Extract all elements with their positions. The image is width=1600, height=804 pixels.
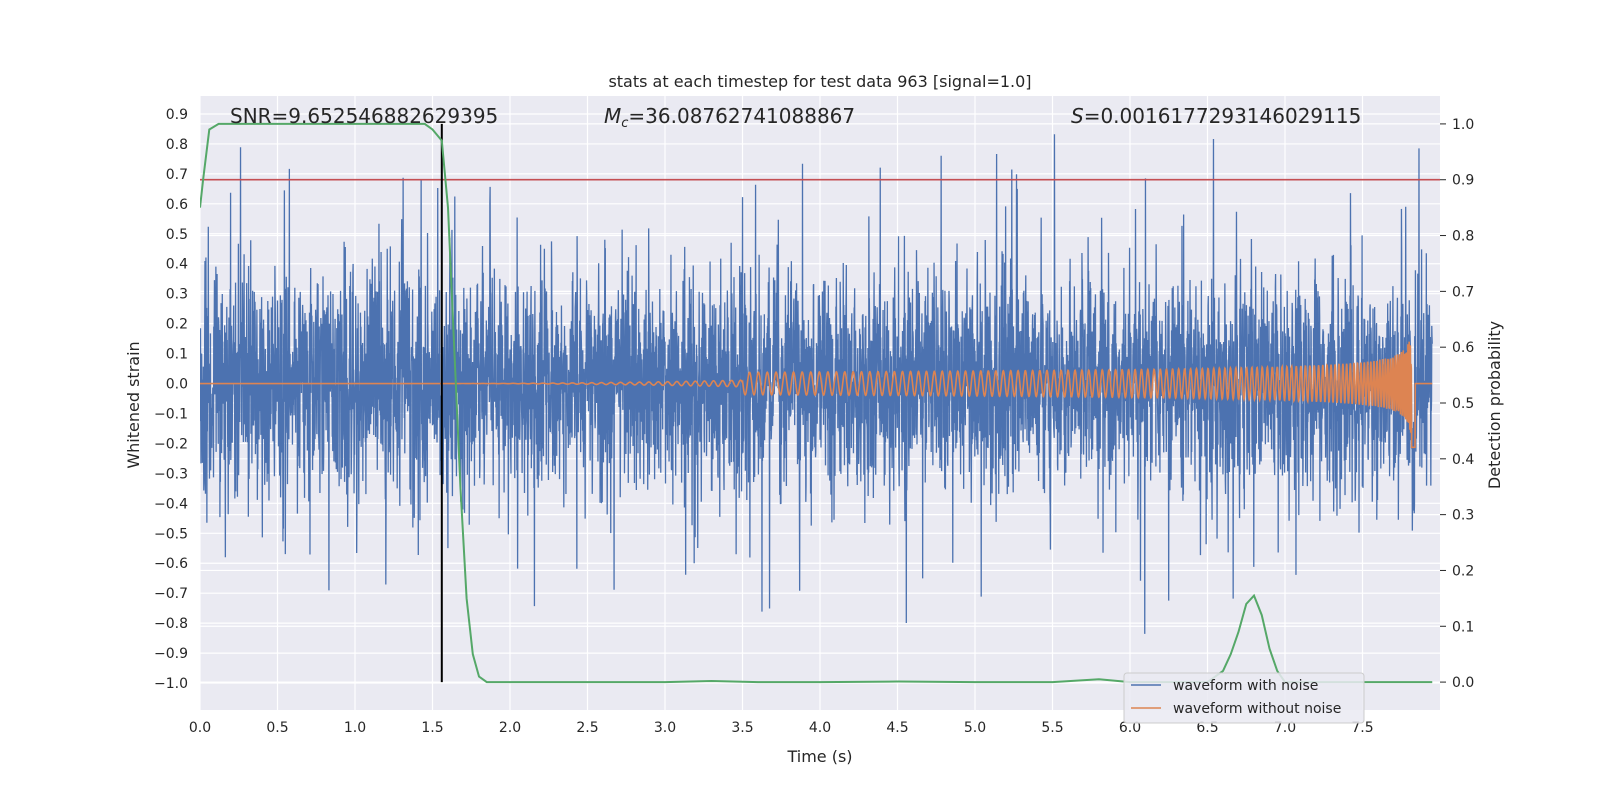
y-axis-right-ticks: 1.0 0.9 0.8 0.7 0.6 0.5 0.4 0.3 0.2 0.1 0.0: [1440, 117, 1474, 691]
y-right-tick-label: 0.6: [1452, 340, 1474, 356]
x-tick-label: 2.0: [499, 720, 521, 736]
x-tick-label: 6.0: [1119, 720, 1141, 736]
x-tick-label: 3.5: [731, 720, 753, 736]
legend-box: [1123, 672, 1365, 724]
y-left-tick-label: −0.2: [154, 436, 188, 452]
y-left-tick-label: 0.2: [166, 317, 188, 333]
x-tick-label: 1.0: [344, 720, 366, 736]
y-left-tick-label: 0.6: [166, 197, 188, 213]
y-left-tick-label: −0.5: [154, 526, 188, 542]
y-left-tick-label: −0.4: [154, 496, 188, 512]
s-annotation: S=0.0016177293146029115: [1071, 104, 1361, 128]
x-tick-label: 1.5: [421, 720, 443, 736]
y-right-tick-label: 0.3: [1452, 508, 1474, 524]
x-tick-label: 7.0: [1274, 720, 1296, 736]
x-tick-label: 4.5: [886, 720, 908, 736]
legend: waveform with noise waveform without noi…: [1123, 672, 1365, 724]
y-left-tick-label: 0.9: [166, 107, 188, 123]
x-axis-label: Time (s): [786, 747, 852, 766]
y-left-tick-label: −0.6: [154, 556, 188, 572]
chirp-mass-annotation: Mc=36.08762741088867: [604, 104, 855, 131]
y-axis-right-label: Detection probability: [1485, 321, 1504, 489]
legend-label-clean: waveform without noise: [1173, 701, 1341, 717]
x-tick-label: 5.5: [1041, 720, 1063, 736]
y-right-tick-label: 0.9: [1452, 173, 1474, 189]
x-tick-label: 7.5: [1351, 720, 1373, 736]
y-left-tick-label: 0.7: [166, 167, 188, 183]
y-left-tick-label: −0.3: [154, 466, 188, 482]
y-left-tick-label: 0.5: [166, 227, 188, 243]
y-left-tick-label: −0.8: [154, 616, 188, 632]
y-axis-left-label: Whitened strain: [124, 341, 143, 468]
y-right-tick-label: 0.1: [1452, 619, 1474, 635]
x-tick-label: 4.0: [809, 720, 831, 736]
y-left-tick-label: −0.1: [154, 406, 188, 422]
series-detection-probability: [200, 122, 1433, 684]
plot-area: [200, 122, 1440, 684]
y-left-tick-label: 0.8: [166, 137, 188, 153]
y-right-tick-label: 0.4: [1452, 452, 1474, 468]
y-left-tick-label: −0.7: [154, 586, 188, 602]
x-tick-label: 0.0: [189, 720, 211, 736]
x-tick-label: 3.0: [654, 720, 676, 736]
y-left-tick-label: 0.4: [166, 257, 188, 273]
y-axis-left-ticks: 0.9 0.8 0.7 0.6 0.5 0.4 0.3 0.2 0.1 0.0 −0.1 −0.2 −0…: [154, 107, 188, 692]
x-tick-label: 2.5: [576, 720, 598, 736]
y-left-tick-label: 0.1: [166, 347, 188, 363]
series-waveform-without-noise: [200, 341, 1433, 449]
snr-annotation: SNR=9.652546882629395: [230, 104, 498, 128]
y-right-tick-label: 0.8: [1452, 229, 1474, 245]
chart-title: stats at each timestep for test data 963…: [608, 72, 1031, 91]
y-left-tick-label: 0.3: [166, 287, 188, 303]
x-tick-label: 5.0: [964, 720, 986, 736]
x-tick-label: 6.5: [1196, 720, 1218, 736]
y-right-tick-label: 0.2: [1452, 563, 1474, 579]
y-left-tick-label: −0.9: [154, 646, 188, 662]
y-left-tick-label: −1.0: [154, 676, 188, 692]
y-right-tick-label: 0.0: [1452, 675, 1474, 691]
y-right-tick-label: 0.7: [1452, 284, 1474, 300]
legend-label-noise: waveform with noise: [1173, 678, 1318, 694]
x-axis-ticks: 0.0 0.5 1.0 1.5 2.0 2.5 3.0 3.5 4.0 4.5 5.0 5.5 6.0 6…: [189, 720, 1374, 736]
x-tick-label: 0.5: [266, 720, 288, 736]
y-right-tick-label: 1.0: [1452, 117, 1474, 133]
y-left-tick-label: 0.0: [166, 377, 188, 393]
y-right-tick-label: 0.5: [1452, 396, 1474, 412]
